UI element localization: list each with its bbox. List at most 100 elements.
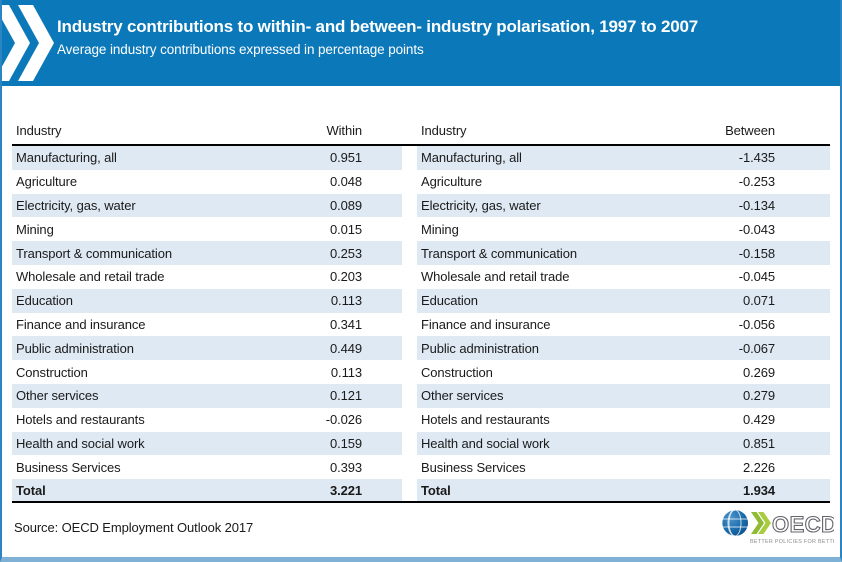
industry-label: Other services <box>16 388 99 404</box>
column-gutter <box>402 264 417 289</box>
within-value: 0.203 <box>329 269 362 285</box>
within-value: 0.951 <box>329 150 362 166</box>
industry-label: Manufacturing, all <box>421 150 522 166</box>
oecd-logotype: OECD <box>772 512 834 537</box>
industry-label: Wholesale and retail trade <box>421 269 570 285</box>
within-value: 0.089 <box>329 197 362 213</box>
within-value: 0.113 <box>330 293 362 309</box>
industry-label: Transport & communication <box>421 245 577 261</box>
column-gutter <box>402 312 417 337</box>
between-value: -0.253 <box>738 174 775 190</box>
industry-label: Health and social work <box>421 435 550 451</box>
industry-label: Mining <box>421 221 459 237</box>
column-gutter <box>402 288 417 313</box>
industry-label: Business Services <box>421 459 526 475</box>
polarisation-table: Industry Within Industry Between Manufac… <box>12 116 830 503</box>
oecd-logo: OECD BETTER POLICIES FOR BETTER LIVES <box>721 509 834 545</box>
between-value: 0.851 <box>742 435 775 451</box>
table-row: Hotels and restaurants -0.026 Hotels and… <box>12 407 830 432</box>
oecd-tagline: BETTER POLICIES FOR BETTER LIVES <box>750 539 834 545</box>
within-value: -0.026 <box>325 412 362 428</box>
table-row: Public administration 0.449 Public admin… <box>12 336 830 361</box>
logo-chevrons-icon <box>751 511 771 534</box>
industry-label: Electricity, gas, water <box>16 197 136 213</box>
table-row: Other services 0.121 Other services 0.27… <box>12 383 830 408</box>
column-gutter <box>402 116 417 144</box>
column-gutter <box>402 407 417 432</box>
column-gutter <box>402 336 417 361</box>
total-label: Total <box>16 482 46 498</box>
between-value: 0.429 <box>742 412 775 428</box>
industry-label: Education <box>421 293 478 309</box>
industry-label: Construction <box>421 364 493 380</box>
between-value: 0.071 <box>742 293 775 309</box>
figure-title: Industry contributions to within- and be… <box>57 17 699 36</box>
within-value: 0.393 <box>329 459 362 475</box>
industry-label: Finance and insurance <box>16 316 146 332</box>
header-band: Industry contributions to within- and be… <box>2 0 840 86</box>
industry-label: Public administration <box>421 340 539 356</box>
between-value: 0.269 <box>742 364 775 380</box>
table-header-row: Industry Within Industry Between <box>12 116 830 146</box>
table-row: Finance and insurance 0.341 Finance and … <box>12 312 830 337</box>
within-total-value: 3.221 <box>329 482 362 498</box>
table-row: Agriculture 0.048 Agriculture -0.253 <box>12 169 830 194</box>
table-row: Manufacturing, all 0.951 Manufacturing, … <box>12 146 830 170</box>
table-row: Education 0.113 Education 0.071 <box>12 288 830 313</box>
between-value: -0.134 <box>738 197 775 213</box>
oecd-chevrons-icon <box>2 5 54 81</box>
globe-icon <box>721 509 748 537</box>
source-note: Source: OECD Employment Outlook 2017 <box>14 520 254 536</box>
table-row: Transport & communication 0.253 Transpor… <box>12 241 830 265</box>
between-value: 0.279 <box>742 388 775 404</box>
industry-label: Other services <box>421 388 504 404</box>
between-value: -0.045 <box>738 269 775 285</box>
column-gutter <box>402 455 417 480</box>
industry-label: Public administration <box>16 340 134 356</box>
within-value: 0.341 <box>329 316 362 332</box>
between-value: -0.056 <box>738 316 775 332</box>
table-row: Construction 0.113 Construction 0.269 <box>12 360 830 384</box>
column-gutter <box>402 431 417 456</box>
industry-label: Agriculture <box>16 174 78 190</box>
industry-label: Hotels and restaurants <box>421 412 550 428</box>
within-value: 0.121 <box>329 388 362 404</box>
between-value: 2.226 <box>742 459 775 475</box>
within-header: Within <box>326 122 362 138</box>
between-value: -0.067 <box>738 340 775 356</box>
column-gutter <box>402 193 417 218</box>
figure-footer: Source: OECD Employment Outlook 2017 <box>2 503 840 553</box>
table-total-row: Total 3.221 Total 1.934 <box>12 479 830 503</box>
table-row: Business Services 0.393 Business Service… <box>12 455 830 480</box>
right-industry-header: Industry <box>421 122 467 138</box>
table-row: Mining 0.015 Mining -0.043 <box>12 217 830 242</box>
between-total-value: 1.934 <box>742 482 775 498</box>
column-gutter <box>402 383 417 408</box>
figure-subtitle: Average industry contributions expressed… <box>57 42 424 57</box>
industry-label: Transport & communication <box>16 245 172 261</box>
within-value: 0.015 <box>329 221 362 237</box>
industry-label: Manufacturing, all <box>16 150 117 166</box>
within-value: 0.449 <box>329 340 362 356</box>
column-gutter <box>402 241 417 265</box>
industry-label: Agriculture <box>421 174 483 190</box>
table-body: Manufacturing, all 0.951 Manufacturing, … <box>12 146 830 480</box>
between-header: Between <box>725 122 775 138</box>
industry-label: Electricity, gas, water <box>421 197 541 213</box>
column-gutter <box>402 169 417 194</box>
between-value: -0.158 <box>738 245 775 261</box>
column-gutter <box>402 360 417 384</box>
left-industry-header: Industry <box>16 122 62 138</box>
table-row: Health and social work 0.159 Health and … <box>12 431 830 456</box>
industry-label: Wholesale and retail trade <box>16 269 165 285</box>
table-row: Electricity, gas, water 0.089 Electricit… <box>12 193 830 218</box>
industry-label: Hotels and restaurants <box>16 412 145 428</box>
industry-label: Finance and insurance <box>421 316 551 332</box>
industry-label: Mining <box>16 221 54 237</box>
within-value: 0.113 <box>330 364 362 380</box>
table-row: Wholesale and retail trade 0.203 Wholesa… <box>12 264 830 289</box>
column-gutter <box>402 146 417 170</box>
industry-label: Business Services <box>16 459 121 475</box>
column-gutter <box>402 479 417 501</box>
